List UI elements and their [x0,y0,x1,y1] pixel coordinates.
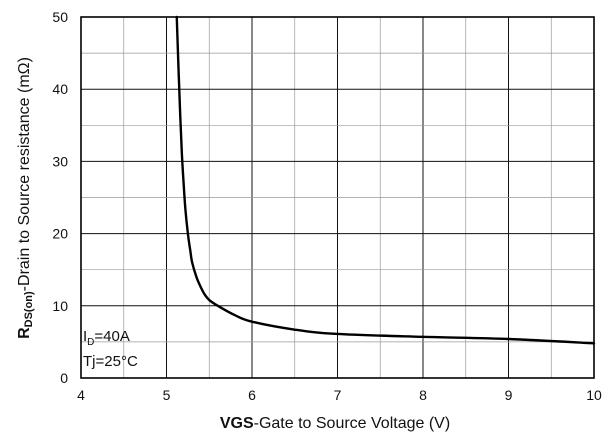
annotation-temperature: Tj=25°C [83,353,138,370]
y-axis-label: RDS(on)-Drain to Source resistance (mΩ) [16,57,35,339]
x-axis-label-bold: VGS [220,415,254,432]
plot-frame [80,16,595,379]
x-tick-labels: 4 5 6 7 8 9 10 [77,387,602,403]
annotation-current-sub: D [87,337,94,348]
x-tick-label: 9 [505,387,513,403]
series-line [175,15,596,345]
x-tick-label: 8 [419,387,427,403]
y-tick-label: 20 [52,226,68,242]
x-axis-label: VGS-Gate to Source Voltage (V) [220,415,450,432]
annotation-current: ID=40A [83,328,130,348]
y-axis-label-rest: -Drain to Source resistance (mΩ) [16,57,33,291]
y-tick-label: 10 [52,298,68,314]
x-tick-label: 10 [586,387,602,403]
x-axis-label-rest: -Gate to Source Voltage (V) [254,415,451,432]
y-tick-label: 30 [52,153,68,169]
x-tick-label: 4 [77,387,85,403]
annotation-current-main: I [83,328,87,345]
x-tick-label: 7 [334,387,342,403]
y-tick-label: 40 [52,81,68,97]
x-tick-label: 5 [163,387,171,403]
y-axis-label-sub: DS(on) [23,291,35,327]
y-tick-label: 50 [52,9,68,25]
grid [80,16,595,379]
y-tick-labels: 0 10 20 30 40 50 [52,9,68,386]
annotation-current-rest: =40A [94,328,129,345]
y-axis-label-main: R [16,327,33,339]
y-tick-label: 0 [60,370,68,386]
x-tick-label: 6 [248,387,256,403]
